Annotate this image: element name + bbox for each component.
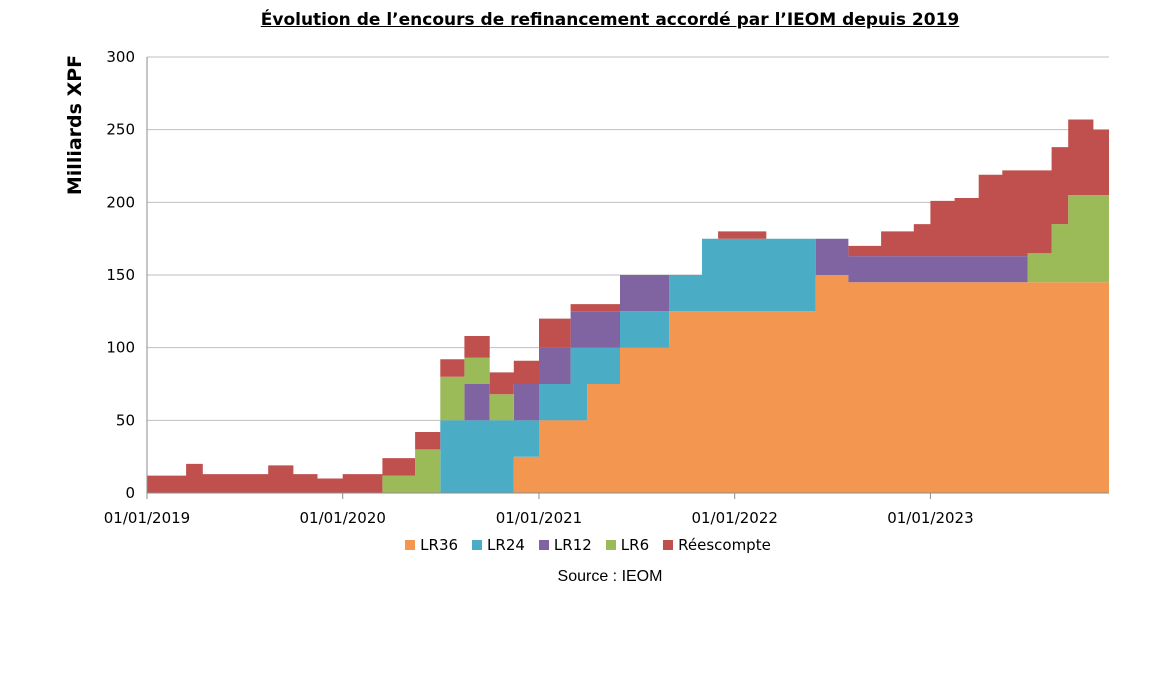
legend-label: LR6 — [620, 536, 650, 554]
y-tick-labels: 0 50 100 150 200 250 300 — [106, 48, 135, 502]
source-note: Source : IEOM — [557, 568, 663, 585]
y-tick-label: 100 — [106, 339, 135, 357]
y-tick-label: 150 — [106, 266, 135, 284]
legend-label: Réescompte — [678, 536, 771, 554]
series-area-lr12 — [147, 238, 1109, 493]
x-tick-label: 01/01/2020 — [299, 509, 385, 527]
legend-item: LR6 — [605, 536, 650, 554]
legend-swatch — [663, 540, 674, 550]
x-tick-label: 01/01/2022 — [691, 509, 777, 527]
axes — [146, 57, 1109, 499]
x-tick-label: 01/01/2023 — [887, 509, 973, 527]
legend-swatch — [605, 540, 616, 550]
legend-label: LR24 — [487, 536, 525, 554]
legend-swatch — [472, 540, 483, 550]
legend-swatch — [405, 540, 416, 550]
legend-label: LR12 — [553, 536, 592, 554]
series-areas — [147, 119, 1109, 493]
legend-label: LR36 — [420, 536, 459, 554]
legend-item: Réescompte — [663, 536, 771, 554]
chart-title: Évolution de l’encours de refinancement … — [260, 10, 960, 30]
legend: LR36 LR24 LR12 LR6 Réescompte — [0, 536, 1176, 554]
y-tick-label: 50 — [116, 411, 135, 429]
series-area-lr36 — [147, 275, 1109, 493]
x-tick-labels: 01/01/2019 01/01/2020 01/01/2021 01/01/2022… — [104, 509, 974, 527]
legend-item: LR12 — [538, 536, 592, 554]
x-tick-label: 01/01/2019 — [104, 509, 190, 527]
y-tick-label: 0 — [125, 484, 135, 502]
y-tick-label: 300 — [106, 48, 135, 66]
legend-item: LR36 — [405, 536, 458, 554]
y-tick-label: 250 — [106, 121, 135, 139]
legend-swatch — [538, 540, 549, 550]
legend-item: LR24 — [472, 536, 525, 554]
y-tick-label: 200 — [106, 193, 135, 211]
x-tick-label: 01/01/2021 — [496, 509, 582, 527]
y-axis-label: Milliards XPF — [64, 55, 86, 195]
